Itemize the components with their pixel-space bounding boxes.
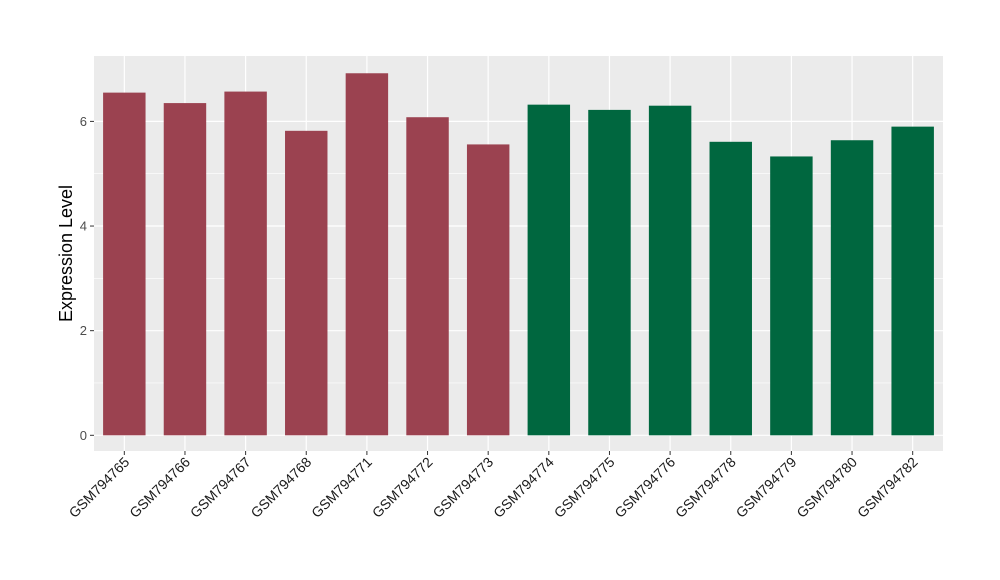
- x-axis: GSM794765GSM794766GSM794767GSM794768GSM7…: [66, 451, 921, 521]
- y-tick-label: 2: [80, 323, 87, 338]
- bar-GSM794779: [770, 156, 813, 436]
- bar-GSM794766: [163, 103, 207, 436]
- bar-GSM794782: [891, 126, 934, 436]
- bar-GSM794778: [709, 141, 752, 436]
- bar-GSM794775: [588, 109, 631, 436]
- x-tick-label: GSM794776: [611, 454, 678, 521]
- plot-panel: [94, 56, 943, 451]
- bar-GSM794774: [527, 104, 571, 436]
- y-axis-title: Expression Level: [56, 185, 76, 322]
- bar-GSM794767: [224, 91, 267, 436]
- y-tick-label: 4: [80, 219, 87, 234]
- x-tick-label: GSM794765: [66, 454, 133, 521]
- x-tick-label: GSM794768: [247, 454, 314, 521]
- x-tick-label: GSM794778: [672, 454, 739, 521]
- x-tick-label: GSM794766: [126, 454, 193, 521]
- bar-GSM794773: [466, 144, 510, 436]
- x-tick-label: GSM794775: [551, 454, 618, 521]
- x-tick-label: GSM794774: [490, 454, 557, 521]
- bar-GSM794771: [345, 73, 389, 436]
- x-tick-label: GSM794772: [369, 454, 436, 521]
- y-tick-label: 0: [80, 428, 87, 443]
- x-tick-label: GSM794773: [429, 454, 496, 521]
- bar-GSM794768: [285, 130, 328, 436]
- y-axis: 0 2 4 6: [80, 114, 94, 443]
- bar-GSM794780: [830, 140, 874, 436]
- x-tick-label: GSM794779: [733, 454, 800, 521]
- y-tick-label: 6: [80, 114, 87, 129]
- x-tick-label: GSM794767: [187, 454, 254, 521]
- bars: [103, 73, 934, 436]
- x-tick-label: GSM794780: [793, 454, 860, 521]
- bar-GSM794776: [648, 105, 692, 436]
- x-tick-label: GSM794782: [854, 454, 921, 521]
- bar-GSM794765: [103, 92, 146, 436]
- bar-GSM794772: [406, 117, 449, 436]
- x-tick-label: GSM794771: [308, 454, 375, 521]
